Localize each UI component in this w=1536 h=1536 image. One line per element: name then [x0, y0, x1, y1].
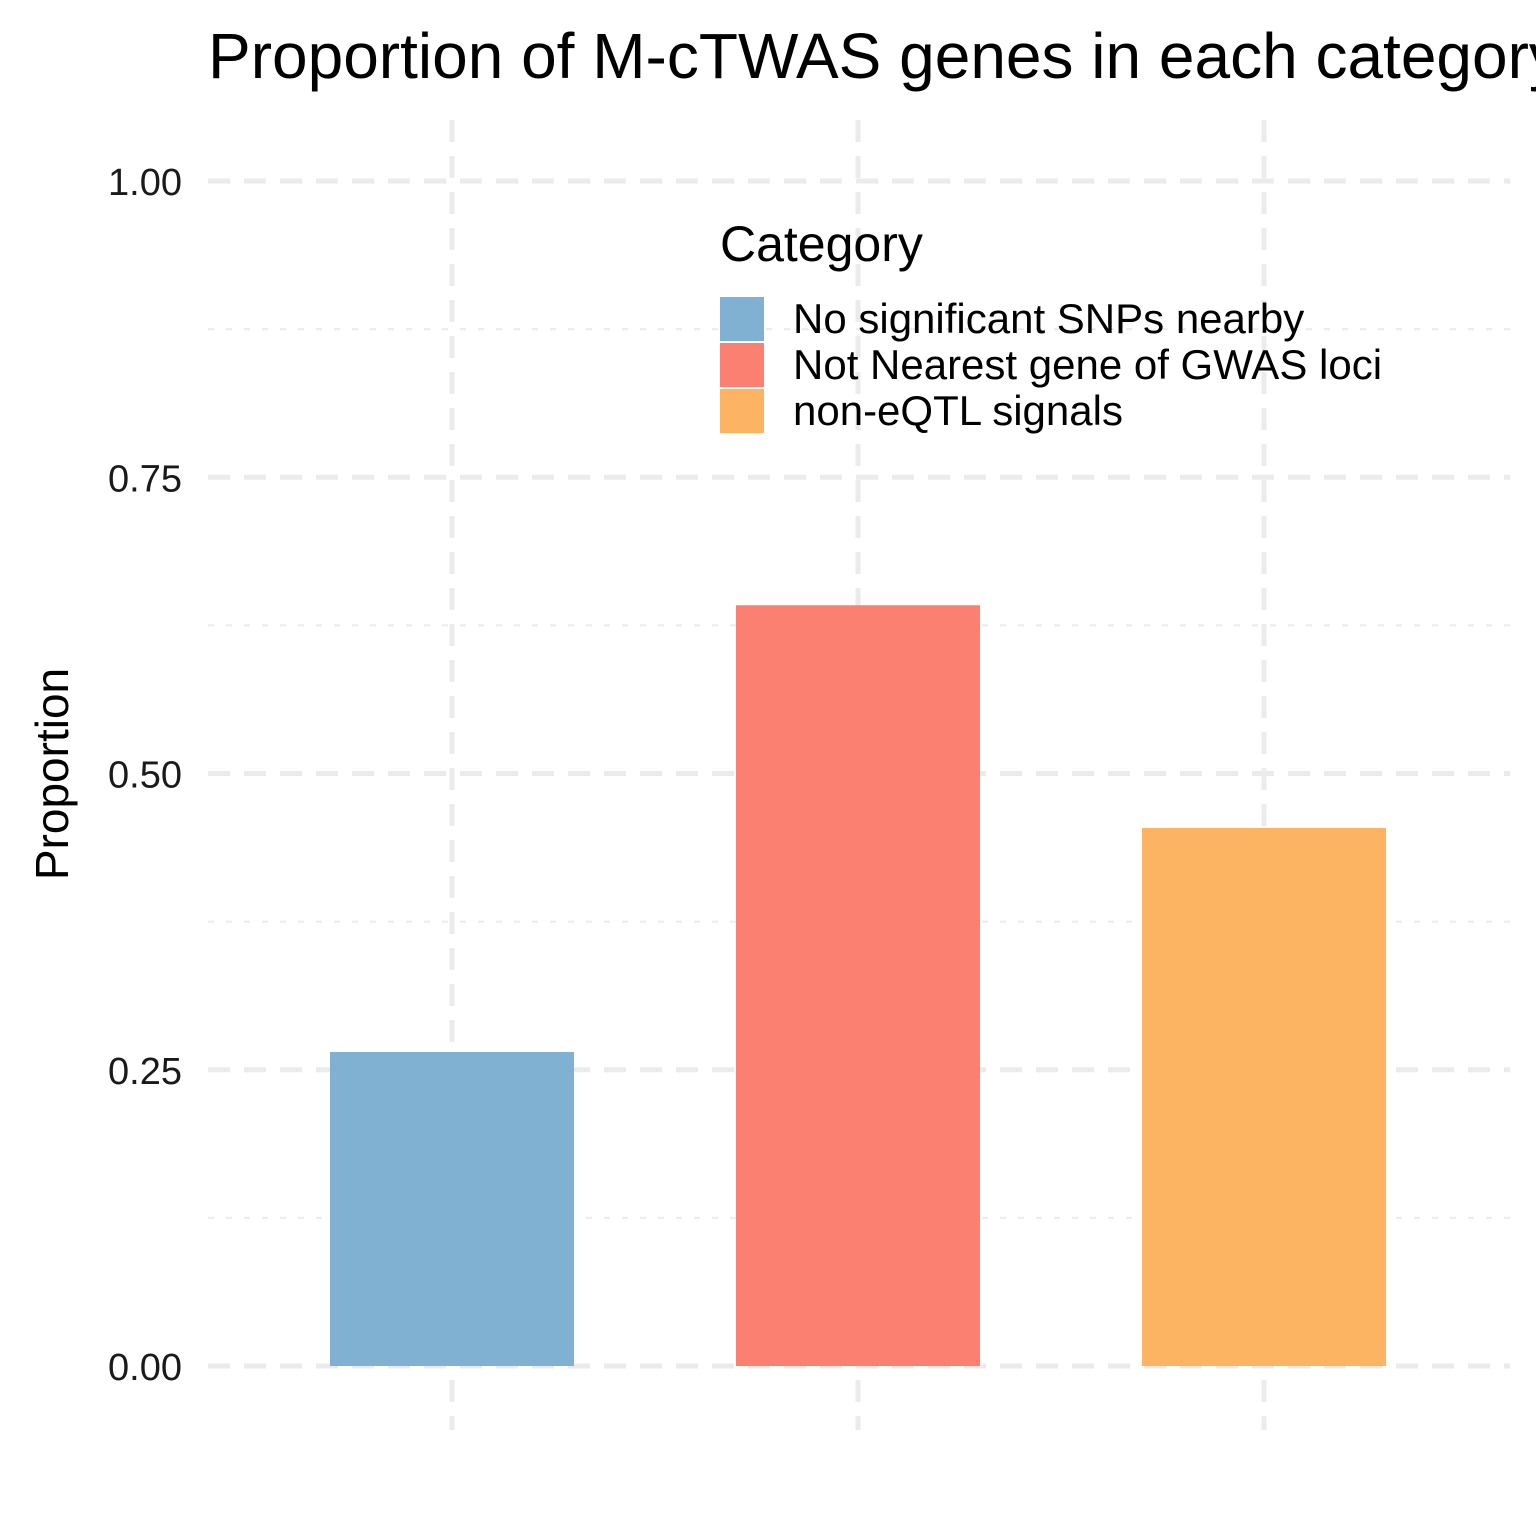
bar-3	[1142, 828, 1386, 1366]
legend-swatch-1	[720, 297, 764, 341]
y-tick-labels: 0.00 0.25 0.50 0.75 1.00	[108, 162, 182, 1389]
legend-label-2: Not Nearest gene of GWAS loci	[793, 341, 1382, 388]
y-tick-label: 1.00	[108, 162, 182, 204]
y-tick-label: 0.75	[108, 458, 182, 500]
bar-1	[330, 1051, 574, 1366]
bar-2	[736, 605, 980, 1366]
legend-title: Category	[720, 216, 923, 272]
legend-swatch-3	[720, 389, 764, 433]
bars	[330, 605, 1386, 1366]
y-tick-label: 0.50	[108, 755, 182, 797]
legend-label-1: No significant SNPs nearby	[793, 295, 1304, 342]
legend-label-3: non-eQTL signals	[793, 387, 1123, 434]
y-tick-label: 0.00	[108, 1347, 182, 1389]
y-tick-label: 0.25	[108, 1051, 182, 1093]
legend-swatch-2	[720, 343, 764, 387]
y-axis-title: Proportion	[26, 668, 78, 880]
chart-title: Proportion of M-cTWAS genes in each cate…	[208, 20, 1536, 92]
